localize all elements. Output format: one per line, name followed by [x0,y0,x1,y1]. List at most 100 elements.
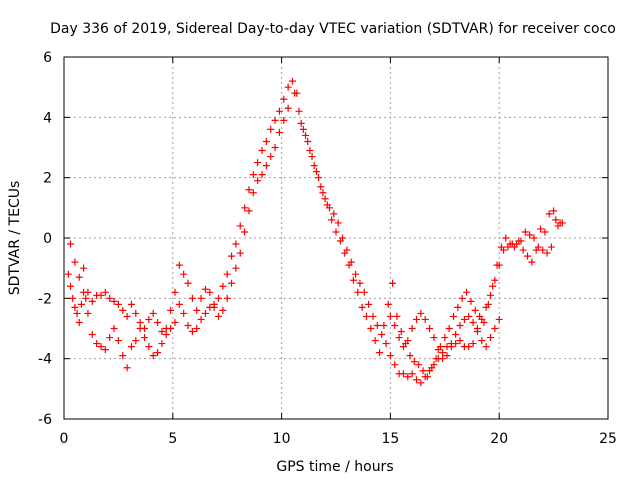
data-point [486,291,494,299]
x-tick-label: 0 [60,431,69,447]
data-point [258,147,266,155]
data-point [493,261,501,269]
data-point [417,379,425,387]
data-point [308,153,316,161]
data-point [452,340,460,348]
data-point [284,104,292,112]
data-point [417,309,425,317]
data-point [145,315,153,323]
data-point [482,343,490,351]
data-point [519,246,527,254]
y-tick-label: 6 [43,50,52,66]
data-point [526,231,534,239]
data-point [523,252,531,260]
data-point [241,204,249,212]
data-point [75,318,83,326]
data-point [456,337,464,345]
data-point [539,246,547,254]
data-point [149,352,157,360]
data-point [382,340,390,348]
data-point [376,349,384,357]
data-point [188,294,196,302]
data-point [295,107,303,115]
data-point [306,147,314,155]
data-point [84,288,92,296]
data-point [97,291,105,299]
data-point [558,219,566,227]
series-track-b [67,104,292,336]
data-point [210,303,218,311]
data-point [323,201,331,209]
data-point [469,318,477,326]
data-point [469,340,477,348]
data-point [223,270,231,278]
data-point [258,171,266,179]
data-point [232,240,240,248]
data-point [521,228,529,236]
data-point [454,303,462,311]
data-point [510,243,518,251]
data-point [291,89,299,97]
grid [64,57,608,419]
data-point [391,321,399,329]
data-point [67,282,75,290]
data-point [515,237,523,245]
data-point [127,300,135,308]
data-point [441,334,449,342]
data-point [88,331,96,339]
data-point [543,249,551,257]
y-tick-label: 2 [43,171,52,187]
data-point [473,328,481,336]
axis-ticks: 0 5 10 15 20 25 -6 -4 -2 0 2 4 6 [38,50,617,447]
data-point [458,294,466,302]
data-point [101,288,109,296]
data-point [463,288,471,296]
data-point [365,300,373,308]
data-point [302,131,310,139]
data-point [110,325,118,332]
data-point [288,77,296,85]
data-point [369,312,377,320]
data-point [415,361,423,369]
data-point [180,309,188,317]
data-point [97,343,105,351]
data-point [254,159,262,167]
data-point [197,315,205,323]
data-point [245,207,253,215]
data-point [397,328,405,336]
data-point [362,312,370,320]
data-point [456,321,464,329]
data-point [127,343,135,351]
data-point [275,128,283,136]
data-point [354,288,362,296]
x-axis-label: GPS time / hours [276,459,393,475]
data-point [315,174,323,182]
series-track-e [386,309,503,363]
data-point [552,216,560,224]
data-point [284,83,292,91]
data-point [465,312,473,320]
data-point [167,306,175,314]
data-point [443,352,451,360]
data-point [384,300,392,308]
data-point [391,361,399,369]
data-point [554,222,562,230]
data-point [197,294,205,302]
data-point [328,216,336,224]
data-point [321,195,329,203]
data-point [158,340,166,348]
data-point [330,210,338,218]
data-point [426,325,434,332]
data-point [502,234,510,242]
y-tick-label: -6 [38,412,52,428]
data-point [162,331,170,339]
y-tick-label: -2 [38,291,52,307]
data-point [132,309,140,317]
data-point [254,177,262,185]
data-point [489,282,497,290]
data-point [175,300,183,308]
data-point [545,210,553,218]
data-point [356,279,364,287]
